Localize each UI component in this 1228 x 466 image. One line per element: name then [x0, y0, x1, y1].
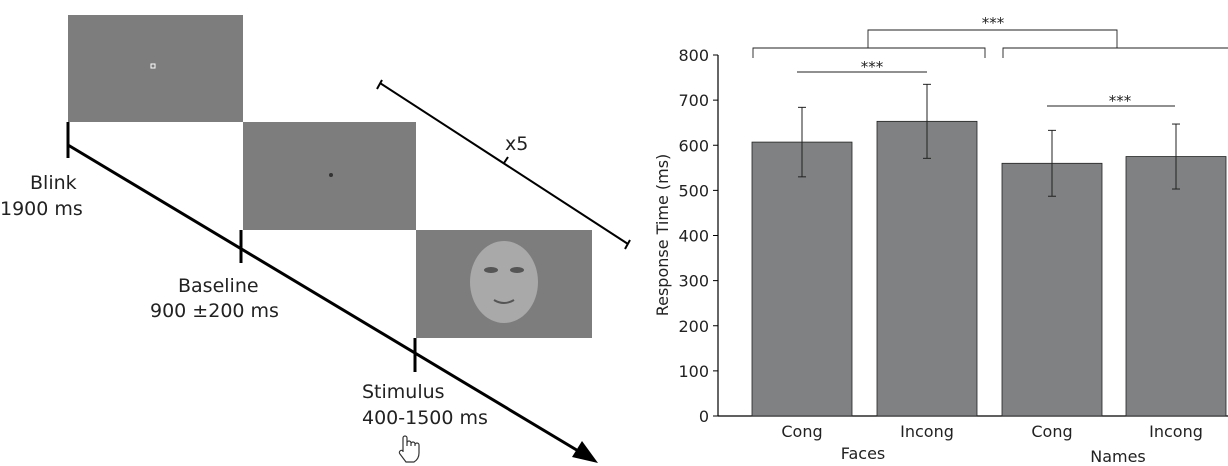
face-eye [510, 267, 524, 273]
face-eye [484, 267, 498, 273]
repeat-tick [503, 156, 509, 164]
x-tick-label: Cong [1031, 422, 1072, 441]
face-image [470, 241, 538, 323]
group-label: Faces [841, 444, 886, 463]
y-tick-label: 200 [678, 317, 709, 336]
y-tick-label: 500 [678, 181, 709, 200]
bar [751, 141, 853, 417]
bar [1125, 156, 1227, 417]
y-tick-label: 300 [678, 272, 709, 291]
y-tick-label: 700 [678, 91, 709, 110]
x-tick-label: Incong [1149, 422, 1203, 441]
step-duration: 900 ±200 ms [150, 300, 279, 322]
y-tick-label: 100 [678, 362, 709, 381]
bar [1001, 162, 1103, 417]
significance-bracket [1002, 47, 1228, 58]
step-duration: 400-1500 ms [362, 407, 488, 429]
x-tick-label: Incong [900, 422, 954, 441]
repeat-bracket-end [376, 79, 383, 90]
step-label: Baseline [178, 275, 259, 297]
y-tick-label: 0 [699, 407, 709, 426]
significance-label: *** [1109, 92, 1132, 110]
group-label: Names [1090, 447, 1146, 466]
repeat-bracket-end [624, 239, 631, 250]
fixation-square [150, 63, 156, 69]
significance-bracket [867, 29, 1118, 48]
face-mouth [493, 299, 515, 304]
hand-cursor-icon [398, 435, 420, 463]
y-axis-label: Response Time (ms) [653, 154, 672, 317]
step-label: Stimulus [362, 381, 445, 403]
significance-bracket [752, 47, 986, 58]
step-duration: 1900 ms [0, 198, 83, 220]
repeat-label: x5 [505, 133, 528, 155]
time-arrow [67, 143, 586, 457]
fixation-dot [329, 173, 333, 177]
significance-label: *** [982, 14, 1005, 32]
bar-chart: Response Time (ms) 0 100 200 300 400 500 600 70… [653, 14, 1228, 466]
y-tick-label: 600 [678, 136, 709, 155]
bar [876, 120, 978, 417]
timeline-diagram: x5 Blink 1900 ms Baseline 900 ±200 ms St… [0, 15, 631, 463]
step-label: Blink [30, 172, 77, 194]
repeat-bracket [379, 82, 629, 245]
significance-label: *** [861, 58, 884, 76]
y-tick-label: 800 [678, 46, 709, 65]
x-tick-label: Cong [781, 422, 822, 441]
arrow-head [572, 441, 598, 463]
y-tick-label: 400 [678, 227, 709, 246]
